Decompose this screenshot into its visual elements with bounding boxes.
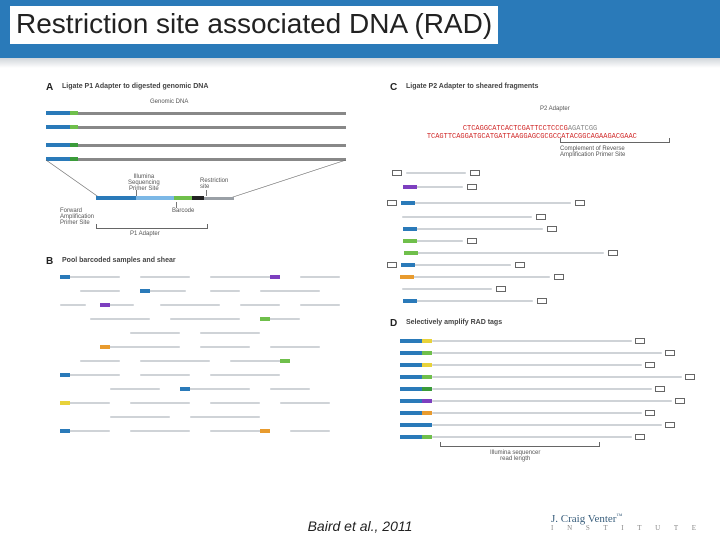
barcode-tag xyxy=(70,143,78,147)
venter-logo: J. Craig Venter™ I N S T I T U T E xyxy=(551,513,702,532)
readlen-bracket xyxy=(440,442,600,447)
panel-b-letter: B xyxy=(46,256,53,267)
restriction-label: Restriction site xyxy=(200,178,228,190)
readlen-label: Illumina sequencer read length xyxy=(490,450,540,462)
p1-adapter-label: P1 Adapter xyxy=(130,231,160,237)
p1-detail xyxy=(96,196,236,202)
panel-a-letter: A xyxy=(46,82,53,93)
p1-tag xyxy=(46,111,70,115)
panel-b-heading: Pool barcoded samples and shear xyxy=(62,257,176,264)
p2-adapter-label: P2 Adapter xyxy=(540,106,570,112)
panel-d-letter: D xyxy=(390,318,397,329)
rad-figure: A Ligate P1 Adapter to digested genomic … xyxy=(0,68,720,488)
p1-tag xyxy=(46,143,70,147)
genomic-strand xyxy=(46,144,346,147)
title-bar: Restriction site associated DNA (RAD) xyxy=(0,0,720,58)
barcode-tag xyxy=(70,111,78,115)
genomic-strand xyxy=(46,112,346,115)
illumina-label: Illumina Sequencing Primer Site xyxy=(128,174,160,192)
barcode-tag xyxy=(70,125,78,129)
compl-bracket xyxy=(560,138,670,143)
genomic-dna-label: Genomic DNA xyxy=(150,99,188,105)
title-shadow xyxy=(0,58,720,68)
barcode-label: Barcode xyxy=(172,208,194,214)
p1-bracket xyxy=(96,224,208,229)
p1-tag xyxy=(46,125,70,129)
panel-c-heading: Ligate P2 Adapter to sheared fragments xyxy=(406,83,538,90)
panel-c-letter: C xyxy=(390,82,397,93)
page-title: Restriction site associated DNA (RAD) xyxy=(10,6,498,44)
panel-a-heading: Ligate P1 Adapter to digested genomic DN… xyxy=(62,83,208,90)
genomic-strand xyxy=(46,126,346,129)
panel-d-heading: Selectively amplify RAD tags xyxy=(406,319,502,326)
fwd-amp-label: Forward Amplification Primer Site xyxy=(60,208,94,226)
compl-label: Complement of Reverse Amplification Prim… xyxy=(560,146,625,158)
